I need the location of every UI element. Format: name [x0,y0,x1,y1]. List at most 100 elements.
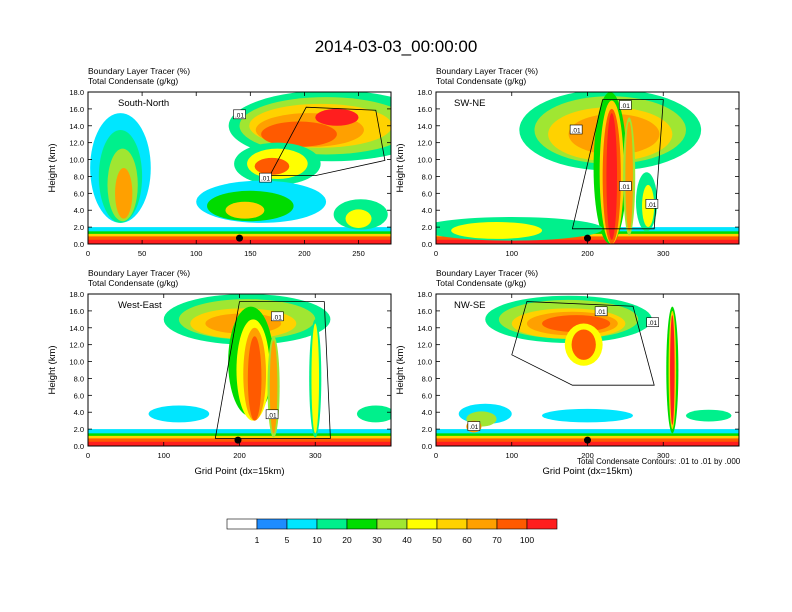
y-tick-label: 18.0 [417,290,432,299]
tracer-field-region [571,329,596,360]
panel-label: NW-SE [454,300,486,311]
y-tick-label: 2.0 [74,223,84,232]
contour-label-box [594,306,608,317]
y-tick-label: 6.0 [422,189,432,198]
panel-field [88,294,391,446]
panels: Boundary Layer Tracer (%)Total Condensat… [47,66,740,477]
y-tick-label: 10.0 [417,156,432,165]
colorbar-label: 5 [285,535,290,545]
y-tick-label: 16.0 [69,105,84,114]
tracer-field-region [606,113,618,240]
colorbar-swatch [376,518,408,530]
colorbar-label: 100 [520,535,534,545]
x-tick-label: 200 [581,451,594,460]
colorbar-label: 70 [492,535,502,545]
colorbar-label: 20 [342,535,352,545]
y-tick-label: 18.0 [69,290,84,299]
y-tick-label: 0.0 [422,442,432,451]
contour-label: .01 [469,424,478,431]
y-tick-label: 0.0 [422,240,432,249]
y-axis-label: Height (km) [47,143,58,192]
x-tick-label: 0 [86,249,90,258]
x-tick-label: 300 [309,451,322,460]
x-axis-label: Grid Point (dx=15km) [542,466,632,477]
location-marker [584,234,591,242]
contour-label-box [619,181,632,191]
colorbar-swatch [226,518,258,530]
colorbar-swatch [466,518,498,530]
y-tick-label: 8.0 [74,374,84,383]
y-tick-label: 18.0 [417,88,432,97]
contour-label-box [645,199,659,209]
tracer-field-region [670,315,675,425]
x-tick-label: 100 [505,249,518,258]
colorbar-swatch [256,518,288,530]
panel-header-line: Total Condensate (g/kg) [436,278,526,288]
y-tick-label: 8.0 [422,374,432,383]
condensate-contour [269,106,386,176]
x-tick-label: 200 [233,451,246,460]
panel-west-east: Boundary Layer Tracer (%)Total Condensat… [47,268,392,477]
x-tick-label: 300 [657,451,670,460]
panel-sw-ne: Boundary Layer Tracer (%)Total Condensat… [395,66,740,258]
y-tick-label: 4.0 [74,408,84,417]
panel-nw-se: Boundary Layer Tracer (%)Total Condensat… [395,268,740,477]
tracer-field-region [254,157,290,175]
tracer-field-region [356,405,391,423]
panel-field [436,92,739,244]
y-tick-label: 12.0 [417,341,432,350]
y-tick-label: 4.0 [74,206,84,215]
y-axis-label: Height (km) [47,345,58,394]
x-tick-label: 250 [352,249,365,258]
contour-label: .01 [621,103,630,110]
y-tick-label: 6.0 [422,391,432,400]
condensate-contour [214,301,331,439]
x-tick-label: 0 [434,451,438,460]
panel-label: West-East [118,300,162,311]
tracer-field-region [247,336,262,421]
contour-label: .01 [597,309,606,316]
colorbar-swatch [526,518,558,530]
colorbar-swatch [286,518,318,530]
contour-label: .01 [648,320,657,327]
contour-label-box [233,109,246,120]
x-tick-label: 0 [434,249,438,258]
y-tick-label: 6.0 [74,391,84,400]
contour-label: .01 [647,202,656,209]
y-tick-label: 8.0 [74,172,84,181]
y-tick-label: 14.0 [417,324,432,333]
panel-header-line: Total Condensate (g/kg) [436,76,526,86]
tracer-field-region [311,323,320,434]
y-tick-label: 16.0 [69,307,84,316]
y-tick-label: 0.0 [74,442,84,451]
y-tick-label: 4.0 [422,408,432,417]
colorbar-swatch [316,518,348,530]
panel-header-line: Boundary Layer Tracer (%) [436,268,538,278]
contour-label-box [271,311,284,322]
y-tick-label: 14.0 [69,122,84,131]
tracer-field-region [542,408,633,423]
x-tick-label: 150 [244,249,257,258]
colorbar-label: 40 [402,535,412,545]
contour-label-box [569,124,583,135]
colorbar-label: 60 [462,535,472,545]
contour-label-box [467,421,481,431]
contour-label: .01 [273,314,282,321]
y-tick-label: 2.0 [74,425,84,434]
colorbar-swatch [406,518,438,530]
colorbar: 1 5 10 20 30 40 50 60 70 100 [226,518,558,545]
y-tick-label: 8.0 [422,172,432,181]
x-tick-label: 50 [138,249,146,258]
x-tick-label: 0 [86,451,90,460]
y-tick-label: 16.0 [417,105,432,114]
y-tick-label: 10.0 [69,358,84,367]
x-tick-label: 200 [581,249,594,258]
y-axis-label: Height (km) [395,143,406,192]
location-marker [236,234,243,242]
panel-field [88,92,391,244]
contour-footer-note: Total Condensate Contours: .01 to .01 by… [577,457,741,466]
condensate-contour [511,301,655,386]
y-tick-label: 10.0 [417,358,432,367]
y-tick-label: 12.0 [417,139,432,148]
x-axis-label: Grid Point (dx=15km) [194,466,284,477]
